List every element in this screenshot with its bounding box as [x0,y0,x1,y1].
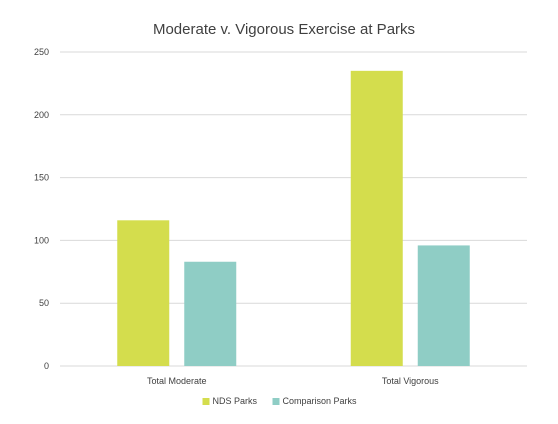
y-axis-ticks: 0 50 100 150 200 250 [34,47,49,371]
bar-nds-parks-total-vigorous [350,70,403,366]
bar-nds-parks-total-moderate [117,220,170,366]
legend: NDS Parks Comparison Parks [202,396,358,406]
x-category-label: Total Vigorous [382,376,439,386]
y-tick-label: 150 [34,173,49,183]
chart-title: Moderate v. Vigorous Exercise at Parks [153,21,415,38]
x-category-label: Total Moderate [147,376,207,386]
y-tick-label: 200 [34,110,49,120]
bar-comparison-parks-total-vigorous [417,245,470,366]
legend-swatch-nds-parks [202,398,210,405]
bars [117,70,470,366]
y-tick-label: 250 [34,47,49,57]
y-tick-label: 0 [44,361,49,371]
legend-swatch-comparison-parks [272,398,280,405]
bar-comparison-parks-total-moderate [184,261,237,366]
x-axis-categories: Total Moderate Total Vigorous [147,376,439,386]
y-tick-label: 50 [39,298,49,308]
legend-label: NDS Parks [213,396,258,406]
legend-label: Comparison Parks [283,396,358,406]
y-tick-label: 100 [34,235,49,245]
